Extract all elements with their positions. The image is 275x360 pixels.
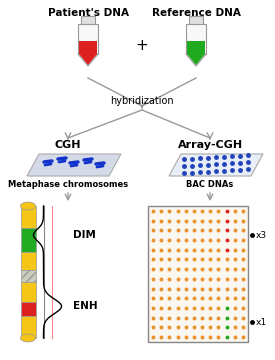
- Bar: [21, 252, 35, 270]
- Polygon shape: [187, 54, 205, 65]
- Polygon shape: [186, 54, 206, 66]
- Text: Patient's DNA: Patient's DNA: [48, 8, 128, 18]
- Bar: [186, 24, 206, 54]
- Ellipse shape: [21, 334, 35, 342]
- Text: ENH: ENH: [73, 301, 98, 311]
- Bar: [21, 316, 35, 338]
- Text: Metaphase chromosomes: Metaphase chromosomes: [8, 180, 128, 189]
- Text: hybridization: hybridization: [110, 96, 174, 106]
- Bar: [21, 206, 35, 228]
- Bar: [21, 302, 35, 316]
- Bar: [187, 40, 205, 54]
- Polygon shape: [27, 154, 121, 176]
- Text: DIM: DIM: [73, 230, 96, 240]
- Bar: [81, 16, 95, 24]
- Bar: [148, 206, 248, 342]
- Polygon shape: [169, 154, 263, 176]
- Bar: [21, 270, 35, 282]
- Bar: [21, 228, 35, 252]
- Text: Array-CGH: Array-CGH: [177, 140, 243, 150]
- Text: Reference DNA: Reference DNA: [152, 8, 240, 18]
- Text: x3: x3: [256, 231, 267, 240]
- Bar: [21, 282, 35, 302]
- Bar: [79, 40, 97, 54]
- Bar: [189, 16, 203, 24]
- Text: BAC DNAs: BAC DNAs: [186, 180, 234, 189]
- Bar: [78, 24, 98, 54]
- Text: +: +: [136, 37, 148, 53]
- Polygon shape: [78, 54, 98, 66]
- Text: CGH: CGH: [55, 140, 81, 150]
- Polygon shape: [79, 54, 97, 65]
- Text: x1: x1: [256, 318, 267, 327]
- Ellipse shape: [21, 202, 35, 210]
